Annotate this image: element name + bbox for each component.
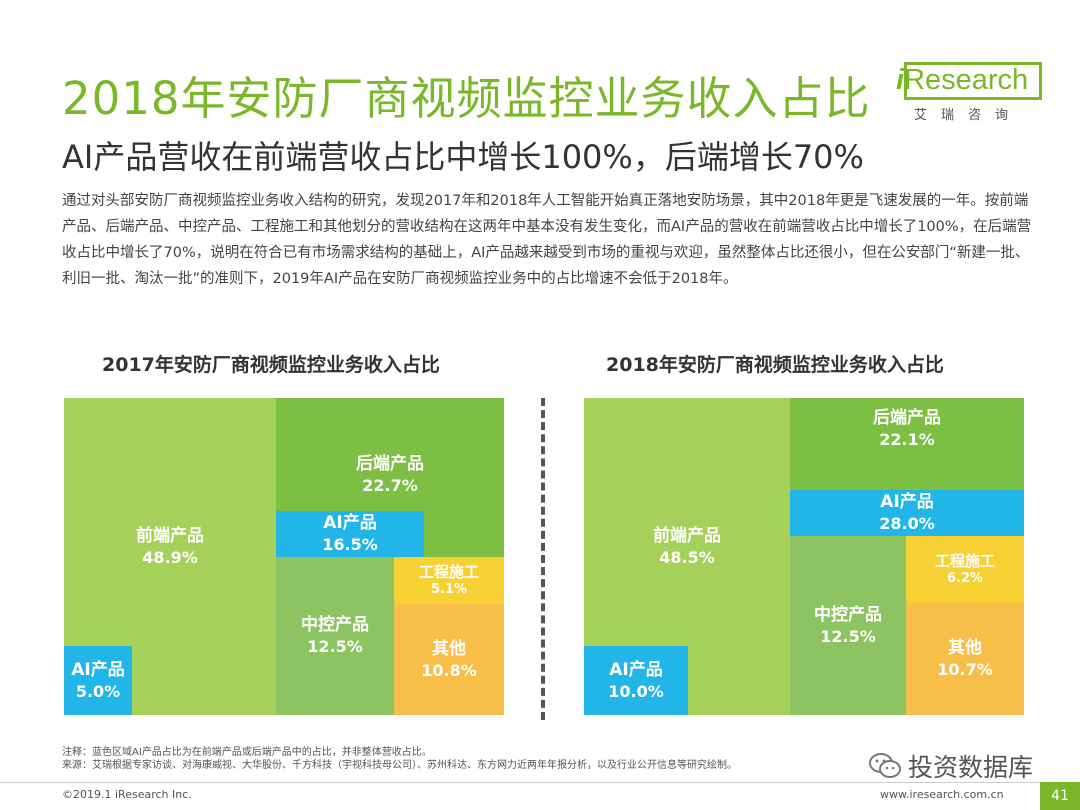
logo-subtext: 艾瑞咨询 [914,108,1023,123]
segment-value: 12.5% [820,626,876,646]
chart-2017-treemap: 前端产品 48.9% 后端产品 22.7% AI产品 5.0% AI产品 16.5% 中控产品 1… [64,398,504,715]
segment-value: 12.5% [307,637,363,656]
segment-value: 10.7% [937,660,993,679]
segment-value: 5.0% [75,681,121,701]
logo-frame [904,62,1042,100]
segment-value: 22.7% [362,476,418,495]
watermark-text: 投资数据库 [908,753,1034,782]
chart-2018-title: 2018年安防厂商视频监控业务收入占比 [606,354,944,376]
watermark: 投资数据库 [862,746,1040,786]
treemap-block-back_ai: AI产品 28.0% [790,490,1024,536]
treemap-block-eng: 工程施工 6.2% [906,536,1024,603]
segment-label: 其他 [432,638,466,659]
treemap-block-back_ai: AI产品 16.5% [276,511,424,557]
treemap-block-other: 其他 10.8% [394,604,504,715]
source-line: 来源：艾瑞根据专家访谈、对海康威视、大华股份、千方科技（宇视科技母公司）、苏州科… [62,760,737,771]
segment-value: 48.5% [659,548,715,567]
iresearch-logo: iResearch 艾瑞咨询 [890,58,1050,128]
treemap-block-front_ai: AI产品 5.0% [64,646,132,715]
treemap-block-eng: 工程施工 5.1% [394,557,504,604]
page-number: 41 [1040,782,1080,810]
segment-label: AI产品 [609,659,663,680]
footer-divider [0,782,1080,783]
logo-i: i [896,64,905,96]
treemap-block-front_ai: AI产品 10.0% [584,646,688,715]
segment-value: 10.8% [421,660,477,680]
segment-label: 中控产品 [301,615,369,635]
note-line: 注释：蓝色区域AI产品占比为在前端产品或后端产品中的占比，并非整体营收占比。 [62,747,432,758]
treemap-block-other: 其他 10.7% [906,603,1024,715]
treemap-block-control: 中控产品 12.5% [790,536,906,715]
segment-value: 48.9% [142,548,198,567]
treemap-block-control: 中控产品 12.5% [276,557,394,715]
segment-label: 后端产品 [356,454,424,474]
segment-label: 工程施工 [418,563,479,581]
chart-2017-title: 2017年安防厂商视频监控业务收入占比 [102,354,440,376]
segment-label: 其他 [948,638,982,658]
intro-paragraph: 通过对头部安防厂商视频监控业务收入结构的研究，发现2017年和2018年人工智能… [62,193,1032,287]
segment-label: 前端产品 [136,526,204,546]
segment-label: AI产品 [880,492,934,512]
segment-label: 工程施工 [934,552,995,570]
segment-value: 16.5% [322,535,378,554]
segment-value: 22.1% [879,430,935,449]
segment-label: 后端产品 [873,408,941,428]
segment-label: AI产品 [323,513,377,533]
segment-value: 28.0% [879,514,935,533]
segment-value: 10.0% [608,681,664,701]
segment-label: AI产品 [71,659,125,680]
segment-label: 前端产品 [653,526,721,546]
footer-website: www.iresearch.com.cn [880,788,1004,801]
footer-copyright: ©2019.1 iResearch Inc. [62,788,192,801]
page-subtitle: AI产品营收在前端营收占比中增长100%，后端增长70% [62,138,864,176]
segment-label: 中控产品 [814,604,882,625]
segment-value: 5.1% [430,582,468,597]
logo-research: Research [904,64,1029,96]
page-title: 2018年安防厂商视频监控业务收入占比 [62,72,871,125]
chart-divider [541,398,545,720]
segment-value: 6.2% [946,571,984,586]
notes: 注释：蓝色区域AI产品占比为在前端产品或后端产品中的占比，并非整体营收占比。 来… [62,746,737,772]
wechat-icon [868,752,902,780]
chart-2018-treemap: 前端产品 48.5% 后端产品 22.1% AI产品 10.0% AI产品 28.0% 中控产品… [584,398,1024,715]
logo-wordmark: iResearch [896,64,1028,97]
